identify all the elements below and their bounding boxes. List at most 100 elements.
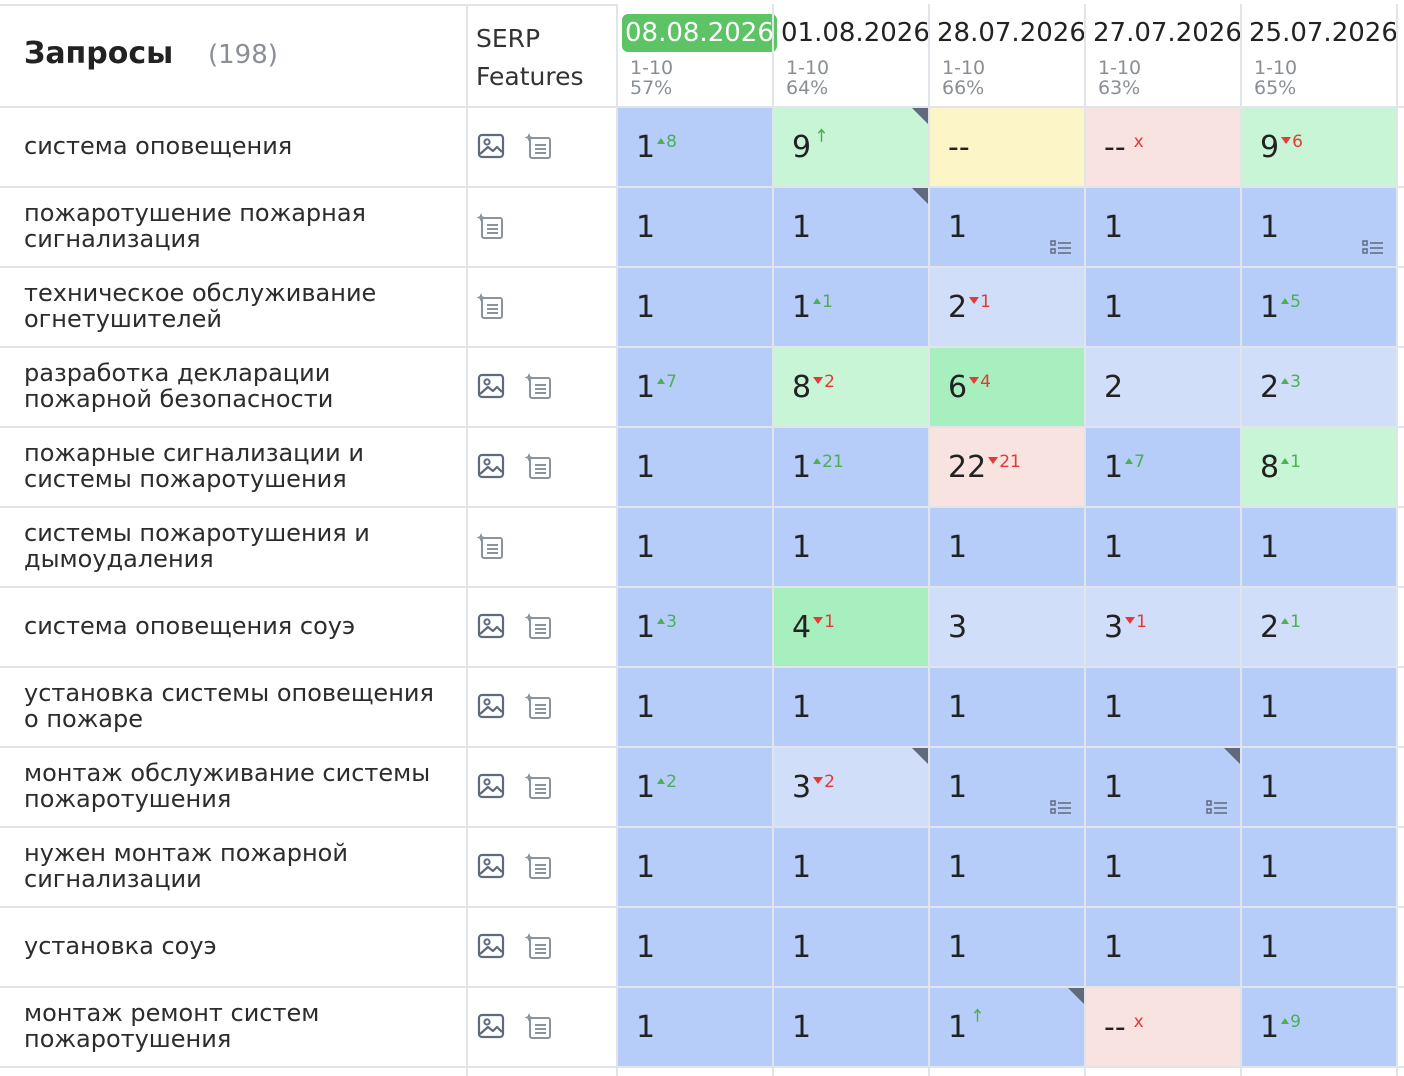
position-cell[interactable]: 1: [618, 908, 772, 986]
query-text[interactable]: разработка декларации пожарной безопасно…: [24, 359, 334, 413]
query-row[interactable]: нужен монтаж пожарной сигнализации: [0, 826, 466, 906]
query-row[interactable]: монтаж обслуживание системы пожаротушени…: [0, 746, 466, 826]
position-cell[interactable]: 1: [774, 828, 928, 906]
position-cell[interactable]: 3: [930, 588, 1084, 666]
position-cell[interactable]: 1: [1086, 908, 1240, 986]
query-row[interactable]: монтаж ремонт систем пожаротушения: [0, 986, 466, 1066]
position-cell[interactable]: 22 21: [930, 428, 1084, 506]
position-cell[interactable]: 1: [618, 828, 772, 906]
query-text[interactable]: монтаж обслуживание системы пожаротушени…: [24, 759, 431, 813]
position-cell[interactable]: --: [930, 108, 1084, 186]
query-text[interactable]: система оповещения соуэ: [24, 612, 356, 640]
query-row[interactable]: система оповещения: [0, 106, 466, 186]
position-cell[interactable]: 1: [1086, 508, 1240, 586]
list-icon[interactable]: [1050, 800, 1072, 816]
query-text[interactable]: пожаротушение пожарная сигнализация: [24, 199, 366, 253]
sparkle-doc-icon[interactable]: [524, 771, 554, 801]
position-cell[interactable]: 1: [930, 988, 1084, 1066]
sparkle-doc-icon[interactable]: [524, 131, 554, 161]
sparkle-doc-icon[interactable]: [524, 611, 554, 641]
position-cell[interactable]: 1: [930, 908, 1084, 986]
position-cell[interactable]: 1 21: [774, 428, 928, 506]
position-cell[interactable]: 9: [774, 108, 928, 186]
position-cell[interactable]: 1: [774, 508, 928, 586]
query-text[interactable]: монтаж ремонт систем пожаротушения: [24, 999, 320, 1053]
image-icon[interactable]: [476, 451, 506, 481]
sparkle-doc-icon[interactable]: [524, 931, 554, 961]
image-icon[interactable]: [476, 611, 506, 641]
position-cell[interactable]: 1: [1086, 188, 1240, 266]
query-text[interactable]: пожарные сигнализации и системы пожароту…: [24, 439, 364, 493]
query-row[interactable]: пожарные сигнализации и системы пожароту…: [0, 426, 466, 506]
date-label[interactable]: 27.07.2026: [1093, 18, 1242, 48]
position-cell[interactable]: 1: [1242, 828, 1396, 906]
date-column-header[interactable]: 27.07.2026 1-10 63%: [1088, 14, 1244, 98]
sparkle-doc-icon[interactable]: [476, 291, 506, 321]
position-cell[interactable]: 1: [618, 668, 772, 746]
sparkle-doc-icon[interactable]: [524, 691, 554, 721]
query-row[interactable]: установка системы оповещения о пожаре: [0, 666, 466, 746]
query-row[interactable]: установка соуэ: [0, 906, 466, 986]
position-cell[interactable]: 1: [774, 908, 928, 986]
image-icon[interactable]: [476, 1011, 506, 1041]
sparkle-doc-icon[interactable]: [476, 531, 506, 561]
image-icon[interactable]: [476, 691, 506, 721]
position-cell[interactable]: 1: [930, 508, 1084, 586]
query-text[interactable]: системы пожаротушения и дымоудаления: [24, 519, 370, 573]
position-cell[interactable]: 1: [774, 188, 928, 266]
image-icon[interactable]: [476, 371, 506, 401]
image-icon[interactable]: [476, 771, 506, 801]
sparkle-doc-icon[interactable]: [524, 1011, 554, 1041]
position-cell[interactable]: 1: [1086, 668, 1240, 746]
query-text[interactable]: техническое обслуживание огнетушителей: [24, 279, 377, 333]
position-cell[interactable]: 1: [1242, 188, 1396, 266]
query-row[interactable]: пожаротушение пожарная сигнализация: [0, 186, 466, 266]
query-text[interactable]: нужен монтаж пожарной сигнализации: [24, 839, 348, 893]
image-icon[interactable]: [476, 131, 506, 161]
image-icon[interactable]: [476, 931, 506, 961]
position-cell[interactable]: 1: [1086, 268, 1240, 346]
date-label[interactable]: 25.07.2026: [1249, 18, 1398, 48]
position-cell[interactable]: 1: [930, 828, 1084, 906]
position-cell[interactable]: 1: [1242, 508, 1396, 586]
query-row[interactable]: системы пожаротушения и дымоудаления: [0, 506, 466, 586]
position-cell[interactable]: 1: [618, 428, 772, 506]
image-icon[interactable]: [476, 851, 506, 881]
list-icon[interactable]: [1206, 800, 1228, 816]
date-label[interactable]: 28.07.2026: [937, 18, 1086, 48]
position-cell[interactable]: 1: [774, 988, 928, 1066]
query-row[interactable]: разработка декларации пожарной безопасно…: [0, 346, 466, 426]
position-cell[interactable]: 1: [1086, 828, 1240, 906]
position-cell[interactable]: -- x: [1086, 988, 1240, 1066]
date-column-header[interactable]: 28.07.2026 1-10 66%: [932, 14, 1088, 98]
date-column-header[interactable]: 25.07.2026 1-10 65%: [1244, 14, 1400, 98]
date-label[interactable]: 01.08.2026: [781, 18, 930, 48]
position-cell[interactable]: 1: [1086, 748, 1240, 826]
position-cell[interactable]: 1: [1242, 668, 1396, 746]
list-icon[interactable]: [1362, 240, 1384, 256]
query-text[interactable]: система оповещения: [24, 132, 293, 160]
position-cell[interactable]: -- x: [1086, 108, 1240, 186]
position-cell[interactable]: 1: [930, 668, 1084, 746]
position-cell[interactable]: 1: [930, 188, 1084, 266]
position-cell[interactable]: 1: [618, 188, 772, 266]
position-cell[interactable]: 1: [618, 988, 772, 1066]
position-cell[interactable]: 1: [618, 508, 772, 586]
query-row[interactable]: система оповещения соуэ: [0, 586, 466, 666]
position-cell[interactable]: 1: [1242, 748, 1396, 826]
